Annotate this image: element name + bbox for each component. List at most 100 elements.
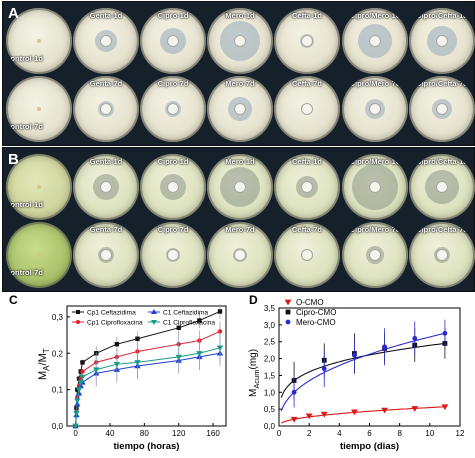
data-point xyxy=(113,361,121,368)
series-0 xyxy=(281,404,449,424)
x-tick-label: 80 xyxy=(140,429,149,438)
antibiotic-disk xyxy=(302,250,312,260)
dish-label: Genta-1d xyxy=(89,11,123,20)
dish-label: Cefta-7d xyxy=(291,79,322,88)
antibiotic-disk xyxy=(437,104,447,114)
data-point xyxy=(75,387,83,393)
fit-curve xyxy=(280,332,446,412)
data-point xyxy=(305,413,313,420)
antibiotic-disk xyxy=(168,182,178,192)
legend-label: Cp1 Ceftazidima xyxy=(87,310,136,317)
series-3 xyxy=(72,331,224,430)
dish-label: Mero-7d xyxy=(225,79,255,88)
legend-marker xyxy=(151,309,157,314)
legend-label: Cp1 Ciprofloxacina xyxy=(87,320,143,327)
data-point xyxy=(352,352,357,358)
antibiotic-disk xyxy=(302,182,312,192)
dish-label: Cipro-1d xyxy=(157,157,189,166)
x-axis-label: tiempo (dias) xyxy=(340,441,399,452)
data-point xyxy=(79,374,86,381)
data-point xyxy=(411,406,419,412)
x-tick-label: 2 xyxy=(307,429,312,438)
antibiotic-disk xyxy=(101,182,111,192)
petri-dish: Control-1d xyxy=(6,154,72,220)
petri-dish: Cipro-1d xyxy=(140,8,206,74)
y-tick-label: 1,5 xyxy=(264,371,276,380)
antibiotic-disk xyxy=(437,36,447,46)
antibiotic-disk xyxy=(235,36,245,46)
antibiotic-disk xyxy=(168,250,178,260)
data-point xyxy=(72,423,79,430)
panel-b-photo: B Control-1d Genta-1d Cipro-1d Mero-1d Cefta… xyxy=(2,147,475,292)
colony-spot xyxy=(37,185,41,189)
dish-label: Cipro/Cefta-1d xyxy=(416,157,468,166)
legend-label: Mero-CMO xyxy=(296,318,336,327)
legend-label: C1 Ceftazidima xyxy=(163,310,208,317)
data-point xyxy=(351,409,358,416)
petri-dish: Cefta-1d xyxy=(274,8,340,74)
petri-dish: Control-7d xyxy=(6,76,72,142)
y-tick-label: 3,5 xyxy=(264,304,276,313)
data-point xyxy=(176,325,181,331)
petri-dish: Mero-7d xyxy=(207,76,273,142)
panel-a-label: A xyxy=(8,5,19,22)
y-tick-label: 0,0 xyxy=(52,422,64,431)
petri-dish: Control-1d xyxy=(6,8,72,74)
panel-b-label: B xyxy=(8,151,19,168)
antibiotic-disk xyxy=(101,250,111,260)
data-point xyxy=(80,360,85,365)
data-point xyxy=(216,345,224,352)
dish-label: Control-7d xyxy=(6,268,43,277)
x-tick-label: 0 xyxy=(277,429,282,438)
legend-label: Cipro-CMO xyxy=(296,308,336,317)
petri-dish: Genta-1d xyxy=(73,154,139,220)
x-tick-label: 4 xyxy=(337,429,342,438)
x-tick-label: 12 xyxy=(456,429,465,438)
y-tick-label: 0,3 xyxy=(52,313,64,322)
antibiotic-disk xyxy=(168,104,178,114)
antibiotic-disk xyxy=(370,104,380,114)
y-axis-label-part: M xyxy=(37,371,49,380)
data-point xyxy=(196,351,203,357)
dish-label: Genta-1d xyxy=(89,157,123,166)
fit-curve xyxy=(281,406,446,424)
series-line xyxy=(75,330,221,427)
legend-label: O-CMO xyxy=(296,298,324,307)
data-point xyxy=(74,398,81,404)
dish-label: Cefta-7d xyxy=(291,225,322,234)
antibiotic-disk xyxy=(101,104,111,114)
petri-dish: Cipro/Mero-1d xyxy=(342,8,408,74)
x-tick-label: 160 xyxy=(206,429,220,438)
y-axis-label-part: (mg) xyxy=(248,349,259,370)
dish-label: Cipro/Mero-1d xyxy=(349,11,401,20)
petri-dish: Genta-7d xyxy=(73,222,139,288)
y-tick-label: 3,0 xyxy=(264,321,276,330)
data-point xyxy=(217,309,223,314)
data-point xyxy=(381,407,388,414)
dish-label: Cefta-1d xyxy=(291,157,322,166)
dish-label: Cipro-7d xyxy=(157,225,189,234)
legend-marker xyxy=(285,319,291,325)
antibiotic-disk xyxy=(437,250,447,260)
petri-dish: Genta-7d xyxy=(73,76,139,142)
antibiotic-disk xyxy=(370,36,380,46)
x-axis-label: tiempo (horas) xyxy=(114,441,180,452)
petri-dish: Cipro-1d xyxy=(140,154,206,220)
y-axis-label-part: M xyxy=(248,389,259,397)
legend-marker xyxy=(76,320,80,324)
data-point xyxy=(412,335,418,341)
series-line xyxy=(75,310,221,427)
dish-label: Control-1d xyxy=(6,200,43,209)
data-point xyxy=(175,354,182,361)
legend-marker xyxy=(151,320,157,325)
colony-spot xyxy=(37,39,41,43)
colony-spot xyxy=(37,107,41,111)
y-tick-label: 2,5 xyxy=(264,338,276,347)
petri-dish: Cefta-7d xyxy=(274,222,340,288)
y-tick-label: 0,5 xyxy=(264,405,276,414)
petri-dish: Cipro/Cefta-7d xyxy=(409,222,475,288)
dish-label: Cipro/Cefta-7d xyxy=(416,79,468,88)
data-point xyxy=(114,341,120,347)
petri-dish: Cipro/Cefta-1d xyxy=(409,8,475,74)
petri-dish: Cipro/Mero-7d xyxy=(342,76,408,142)
